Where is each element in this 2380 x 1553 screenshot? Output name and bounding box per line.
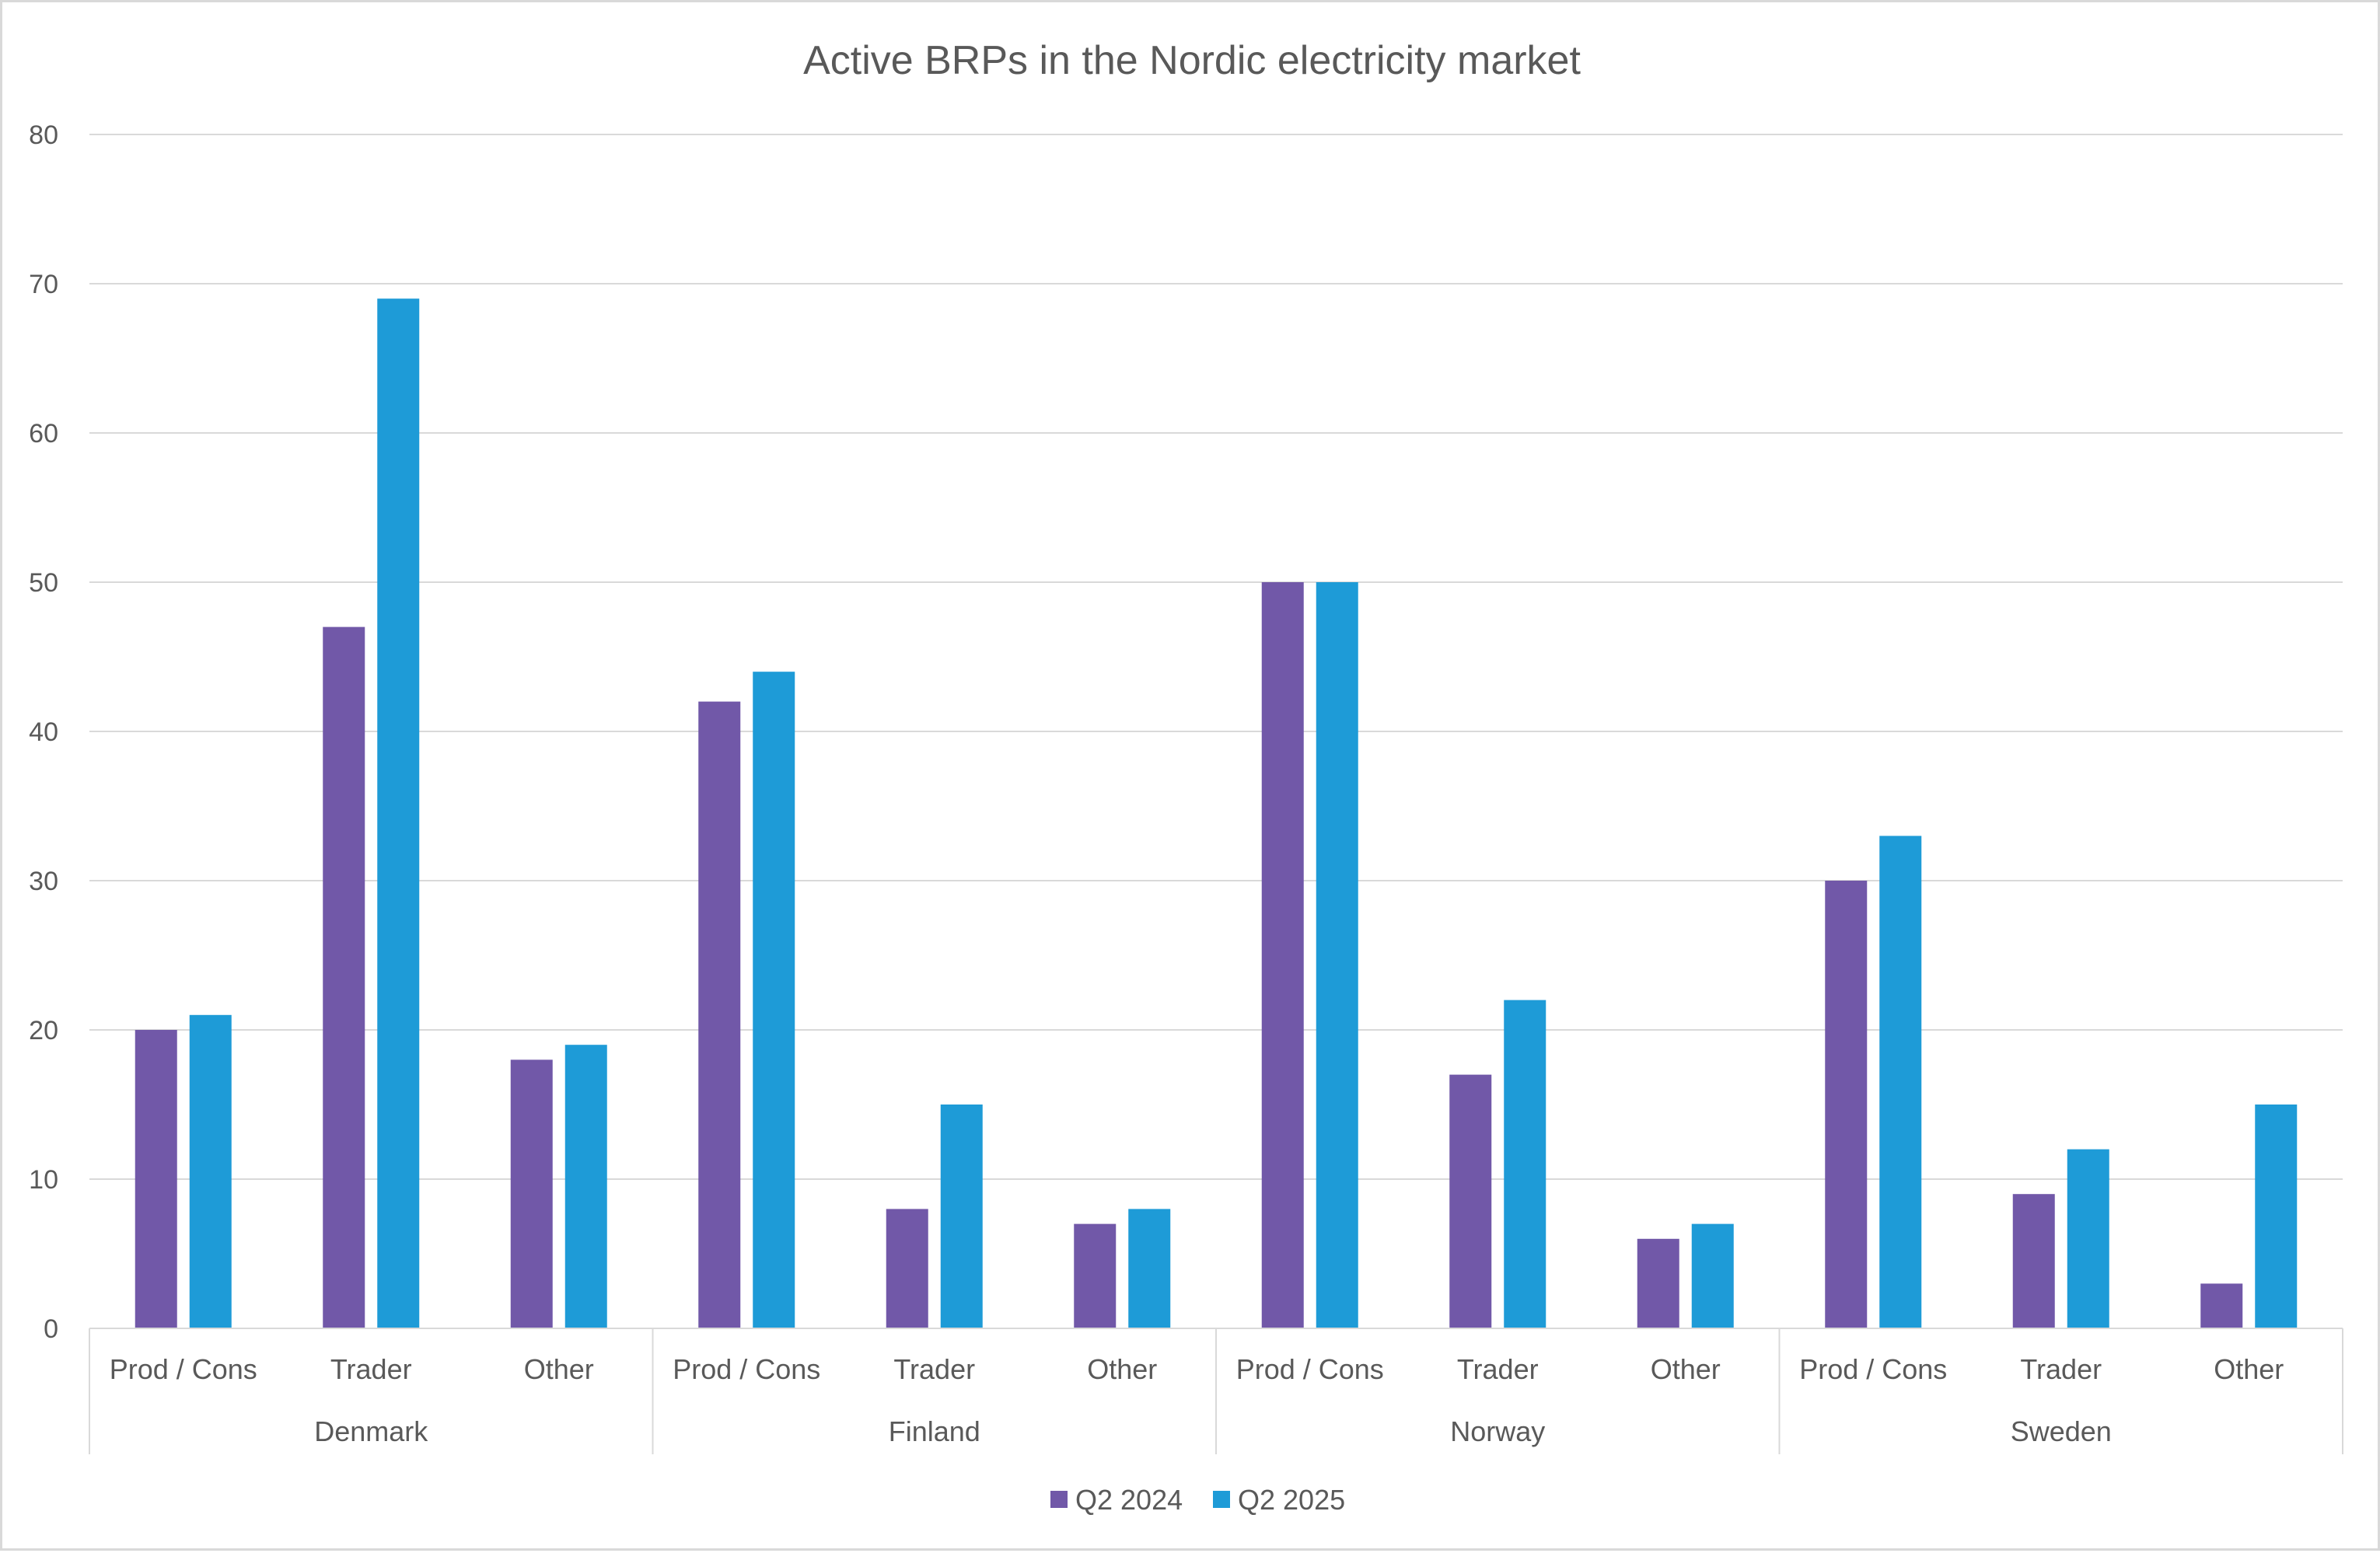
legend-label: Q2 2024 — [1075, 1484, 1183, 1516]
x-tick-label: Prod / Cons — [1236, 1353, 1384, 1385]
x-tick-label: Other — [2214, 1353, 2284, 1385]
group-label: Finland — [889, 1415, 980, 1447]
y-tick-label: 10 — [29, 1165, 58, 1195]
group-label: Norway — [1450, 1415, 1545, 1447]
x-axis: Prod / Cons Trader Other Prod / Cons Trader O… — [89, 1328, 2343, 1454]
y-tick-label: 0 — [44, 1314, 58, 1344]
bar-q2-2025 — [753, 672, 795, 1328]
bar-q2-2024 — [2200, 1283, 2243, 1328]
bar-q2-2025 — [564, 1045, 607, 1328]
legend: Q2 2024 Q2 2025 — [1050, 1484, 1345, 1516]
bar-q2-2025 — [1504, 1000, 1546, 1328]
y-tick-label: 30 — [29, 867, 58, 896]
bar-q2-2024 — [1825, 881, 1868, 1328]
y-tick-label: 70 — [29, 270, 58, 299]
bar-q2-2025 — [1879, 836, 1922, 1328]
bar-q2-2025 — [2255, 1105, 2298, 1328]
bar-q2-2024 — [323, 626, 365, 1328]
bar-q2-2024 — [1074, 1223, 1117, 1328]
bar-q2-2025 — [377, 298, 420, 1329]
gridlines — [89, 134, 2343, 1329]
y-tick-label: 40 — [29, 717, 58, 747]
bar-q2-2024 — [510, 1059, 553, 1328]
x-tick-label: Trader — [893, 1353, 975, 1385]
y-tick-label: 50 — [29, 568, 58, 598]
y-axis: 0 10 20 30 40 50 60 70 80 — [29, 120, 58, 1344]
y-tick-label: 20 — [29, 1016, 58, 1045]
bar-q2-2025 — [940, 1105, 983, 1328]
x-tick-label: Other — [1651, 1353, 1721, 1385]
bar-q2-2024 — [1449, 1074, 1492, 1328]
bar-q2-2024 — [2012, 1194, 2055, 1328]
bar-q2-2024 — [1261, 582, 1304, 1328]
x-tick-label: Trader — [2020, 1353, 2102, 1385]
bar-q2-2025 — [2067, 1149, 2109, 1328]
legend-swatch — [1213, 1491, 1230, 1508]
bars — [135, 298, 2298, 1329]
bar-q2-2024 — [1637, 1238, 1679, 1328]
bar-q2-2025 — [1128, 1209, 1171, 1328]
bar-q2-2024 — [886, 1209, 928, 1328]
group-label: Denmark — [314, 1415, 428, 1447]
bar-q2-2025 — [189, 1014, 232, 1328]
bar-q2-2025 — [1691, 1223, 1734, 1328]
x-tick-label: Prod / Cons — [673, 1353, 820, 1385]
y-tick-label: 60 — [29, 419, 58, 448]
y-tick-label: 80 — [29, 120, 58, 150]
x-tick-label: Prod / Cons — [110, 1353, 257, 1385]
x-tick-label: Trader — [1457, 1353, 1539, 1385]
legend-label: Q2 2025 — [1238, 1484, 1345, 1516]
legend-swatch — [1050, 1491, 1068, 1508]
group-label: Sweden — [2011, 1415, 2112, 1447]
x-tick-label: Other — [1087, 1353, 1157, 1385]
bar-q2-2025 — [1316, 582, 1358, 1328]
bar-q2-2024 — [698, 701, 741, 1328]
x-tick-label: Trader — [330, 1353, 412, 1385]
bar-q2-2024 — [135, 1030, 177, 1328]
x-tick-label: Prod / Cons — [1799, 1353, 1947, 1385]
chart-title: Active BRPs in the Nordic electricity ma… — [803, 38, 1581, 83]
x-tick-label: Other — [524, 1353, 594, 1385]
